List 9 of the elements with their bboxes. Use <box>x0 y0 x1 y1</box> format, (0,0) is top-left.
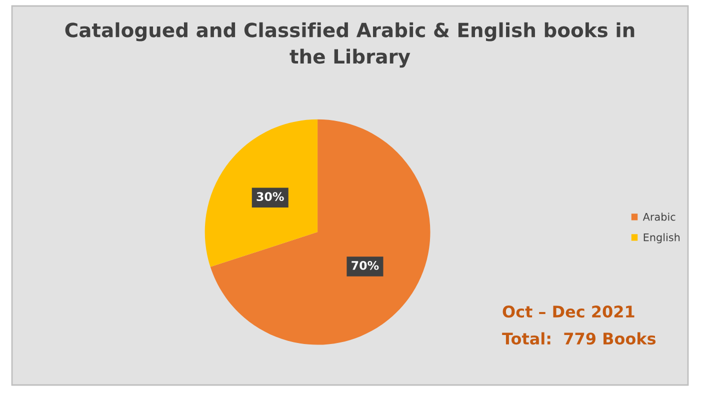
data-label: 70% <box>352 261 379 270</box>
text: Total: 779 Books <box>502 332 656 345</box>
legend-label: English <box>644 233 680 244</box>
legend-label: Arabic <box>642 212 676 221</box>
text: Oct – Dec 2021 <box>502 306 634 318</box>
pie-slice <box>204 119 318 267</box>
chart-title: Catalogued and Classified Arabic & English books in the Library <box>65 22 634 68</box>
pie-slice <box>210 119 430 345</box>
data-label: 30% <box>256 192 284 202</box>
